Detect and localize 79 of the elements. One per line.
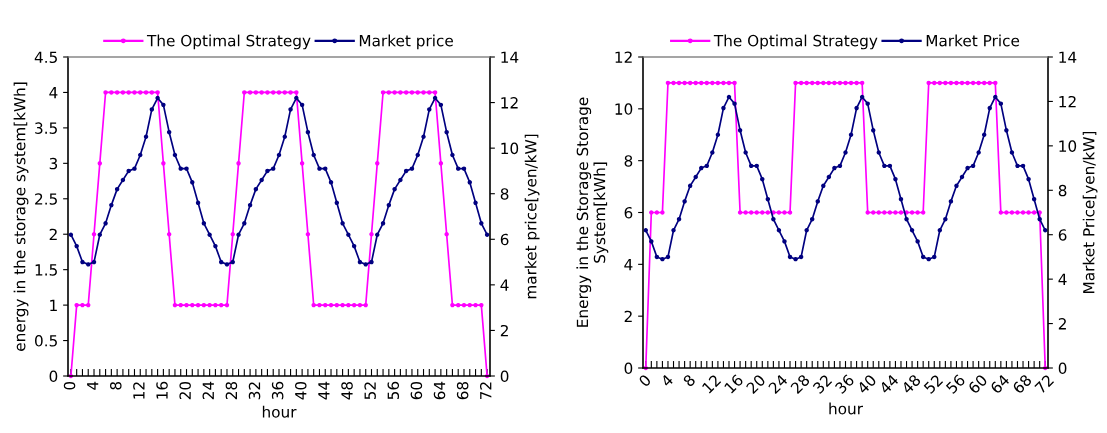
y-tick-label: 12 bbox=[615, 51, 632, 63]
x-tick-label: 64 bbox=[989, 373, 1011, 395]
x-tick-label: 24 bbox=[767, 373, 789, 395]
x-tick-label: 16 bbox=[723, 373, 744, 394]
x-tick-label: 28 bbox=[225, 381, 238, 400]
x-tick-label: 48 bbox=[341, 381, 353, 400]
y2-tick-label: 14 bbox=[501, 51, 519, 63]
x-tick-label: 56 bbox=[387, 381, 400, 400]
y-tick-label: 3 bbox=[49, 157, 58, 170]
y-tick-label: 10 bbox=[615, 103, 633, 115]
x-tick-label: 60 bbox=[967, 373, 988, 395]
y2-tick-label: 8 bbox=[500, 188, 509, 200]
x-tick-label: 68 bbox=[456, 381, 469, 400]
x-tick-label: 72 bbox=[1034, 374, 1054, 394]
y-tick-label: 2 bbox=[49, 228, 57, 241]
y2-tick-label: 0 bbox=[1058, 362, 1067, 375]
y-axis-title: energy in the storage system[kWh] bbox=[13, 82, 29, 351]
y2-tick-label: 14 bbox=[1059, 51, 1077, 63]
x-tick-label: 8 bbox=[110, 381, 122, 390]
legend-label: The Optimal Strategy bbox=[713, 34, 878, 50]
x-tick-label: 0 bbox=[638, 373, 652, 388]
x-tick-label: 32 bbox=[812, 374, 833, 395]
x-tick-label: 4 bbox=[87, 381, 99, 390]
legend-label: The Optimal Strategy bbox=[146, 34, 311, 50]
y2-tick-label: 10 bbox=[1059, 140, 1077, 152]
y-tick-label: 1.5 bbox=[35, 264, 57, 276]
x-tick-label: 16 bbox=[156, 381, 168, 399]
y2-axis-title: market price[yen/kW] bbox=[524, 134, 540, 299]
y-tick-label: 4 bbox=[49, 87, 58, 99]
x-tick-label: 40 bbox=[856, 373, 877, 395]
y-tick-label: 6 bbox=[624, 206, 633, 219]
y2-tick-label: 8 bbox=[1058, 184, 1067, 197]
x-tick-label: 40 bbox=[295, 381, 307, 400]
y2-tick-label: 2 bbox=[1058, 318, 1066, 330]
x-tick-label: 44 bbox=[878, 373, 900, 395]
y-tick-label: 0.5 bbox=[34, 335, 57, 347]
x-tick-label: 52 bbox=[364, 382, 376, 400]
legend-label: Market Price bbox=[926, 34, 1020, 47]
x-tick-label: 20 bbox=[745, 373, 767, 395]
x-tick-label: 52 bbox=[923, 374, 944, 395]
y-tick-label: 8 bbox=[624, 155, 633, 167]
x-tick-label: 72 bbox=[479, 382, 492, 400]
x-tick-label: 44 bbox=[318, 381, 330, 400]
x-tick-label: 60 bbox=[410, 381, 423, 400]
x-tick-label: 8 bbox=[682, 373, 696, 388]
x-tick-label: 12 bbox=[701, 374, 722, 394]
y2-tick-label: 2 bbox=[500, 324, 508, 337]
x-tick-label: 56 bbox=[945, 373, 966, 395]
legend-label: Market price bbox=[359, 34, 453, 50]
y-tick-label: 2 bbox=[624, 310, 632, 322]
x-tick-label: 4 bbox=[660, 373, 674, 388]
y2-tick-label: 4 bbox=[500, 279, 509, 291]
x-tick-label: 20 bbox=[179, 381, 191, 400]
y-tick-label: 3.5 bbox=[35, 122, 57, 134]
y-tick-label: 0 bbox=[624, 362, 633, 375]
x-axis-title: hour bbox=[829, 402, 863, 415]
y2-tick-label: 10 bbox=[501, 142, 519, 155]
x-tick-label: 36 bbox=[834, 373, 855, 395]
x-tick-label: 68 bbox=[1011, 373, 1033, 395]
y-tick-label: 1 bbox=[50, 299, 57, 311]
x-tick-label: 12 bbox=[133, 382, 145, 399]
x-tick-label: 0 bbox=[63, 381, 76, 390]
y2-tick-label: 6 bbox=[500, 233, 509, 246]
x-tick-label: 32 bbox=[248, 382, 261, 400]
x-axis-title: hour bbox=[262, 405, 297, 418]
x-tick-label: 36 bbox=[271, 381, 284, 400]
y-axis-title: Energy in the Storage Storage System[kWh] bbox=[576, 97, 609, 327]
y-tick-label: 4 bbox=[624, 259, 633, 271]
y2-tick-label: 12 bbox=[501, 97, 518, 109]
x-tick-label: 24 bbox=[202, 381, 214, 400]
y2-tick-label: 12 bbox=[1059, 95, 1076, 108]
y-tick-label: 4.5 bbox=[34, 51, 57, 64]
x-tick-label: 48 bbox=[900, 373, 922, 395]
y2-tick-label: 4 bbox=[1058, 273, 1067, 285]
y2-axis-title: Market Price[yen/kW] bbox=[1082, 131, 1098, 293]
y-tick-label: 2.5 bbox=[35, 193, 57, 205]
x-tick-label: 64 bbox=[433, 381, 446, 400]
x-tick-label: 28 bbox=[790, 373, 811, 395]
y2-tick-label: 6 bbox=[1058, 229, 1067, 241]
